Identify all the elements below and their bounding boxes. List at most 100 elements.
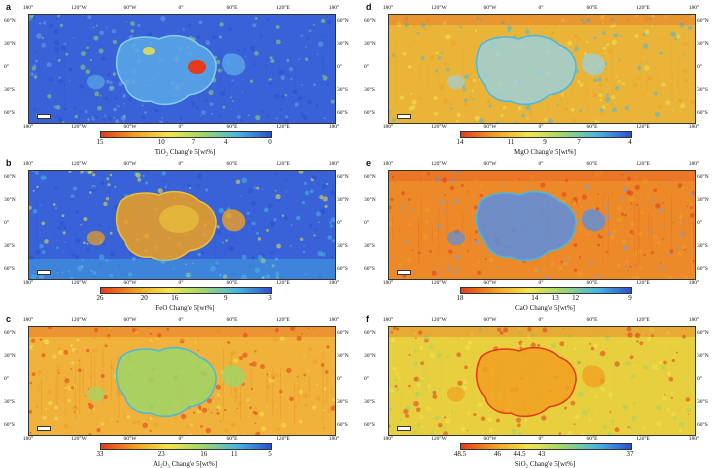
- colorbar-tick-label: 44.5: [513, 450, 526, 458]
- colorbar-tick-label: 11: [507, 138, 515, 146]
- colorbar: [460, 443, 632, 450]
- lunar-map: [388, 14, 696, 124]
- longitude-label-bottom: 60°E: [586, 280, 598, 286]
- colorbar-title: MgO Chang'e 5[wt%]: [514, 148, 576, 156]
- latitude-label-left: 30°N: [4, 353, 16, 359]
- longitude-label-top: 180°: [688, 161, 700, 167]
- longitude-label-top: 180°: [382, 5, 394, 11]
- longitude-label-bottom: 180°: [22, 280, 34, 286]
- latitude-label-left: 30°S: [4, 399, 15, 405]
- colorbar-tick-label: 9: [628, 294, 632, 302]
- latitude-label-right: 60°S: [697, 110, 708, 116]
- panel-letter: f: [366, 314, 369, 324]
- longitude-label-top: 120°W: [431, 161, 447, 167]
- colorbar-tick-label: 37: [626, 450, 634, 458]
- latitude-label-right: 60°S: [697, 422, 708, 428]
- longitude-label-top: 120°W: [71, 5, 87, 11]
- colorbar-tick-label: 11: [230, 450, 238, 458]
- colorbar-tick-label: 7: [191, 138, 196, 146]
- longitude-label-top: 180°: [22, 161, 34, 167]
- colorbar-tick-label: 10: [157, 138, 165, 146]
- latitude-label-left: 60°S: [4, 422, 15, 428]
- panel-letter: c: [6, 314, 12, 324]
- map-panel-d: d 180° 120°W 60°W 0° 60°E 120°E 180° 180° 120°W 60…: [360, 0, 720, 156]
- longitude-label-bottom: 120°E: [636, 280, 650, 286]
- longitude-label-bottom: 60°W: [123, 436, 137, 442]
- longitude-label-top: 180°: [22, 5, 34, 11]
- longitude-label-bottom: 180°: [328, 124, 340, 130]
- latitude-label-right: 30°S: [337, 243, 348, 249]
- latitude-label-right: 60°S: [337, 266, 348, 272]
- scale-bar: [397, 426, 411, 431]
- latitude-label-left: 60°S: [4, 110, 15, 116]
- colorbar-tick-label: 13: [551, 294, 559, 302]
- longitude-label-top: 180°: [688, 5, 700, 11]
- latitude-label-right: 60°N: [337, 330, 349, 336]
- scale-bar: [397, 270, 411, 275]
- longitude-label-top: 120°W: [431, 317, 447, 323]
- colorbar-tick-label: 26: [96, 294, 104, 302]
- longitude-label-top: 180°: [382, 317, 394, 323]
- panel-letter: b: [6, 158, 12, 168]
- latitude-label-right: 60°N: [697, 18, 709, 24]
- longitude-label-top: 120°W: [71, 317, 87, 323]
- latitude-label-right: 30°N: [697, 353, 709, 359]
- latitude-label-left: 30°N: [4, 41, 16, 47]
- latitude-label-right: 30°S: [697, 399, 708, 405]
- latitude-label-left: 0°: [364, 220, 369, 226]
- latitude-label-right: 30°N: [337, 353, 349, 359]
- colorbar-title: CaO Chang'e 5[wt%]: [515, 304, 575, 312]
- map-panel-b: b 180° 120°W 60°W 0° 60°E 120°E 180° 180° 120°W 60…: [0, 156, 360, 312]
- longitude-label-top: 60°E: [586, 5, 598, 11]
- colorbar-tick-label: 46: [493, 450, 501, 458]
- colorbar-tick-label: 16: [171, 294, 179, 302]
- longitude-label-bottom: 60°W: [483, 436, 497, 442]
- colorbar-tick-label: 16: [200, 450, 208, 458]
- latitude-label-left: 60°N: [4, 174, 16, 180]
- latitude-label-right: 0°: [697, 376, 702, 382]
- latitude-label-right: 30°S: [337, 87, 348, 93]
- latitude-label-left: 0°: [364, 64, 369, 70]
- colorbar-title: SiO₂ Chang'e 5[wt%]: [514, 460, 576, 468]
- longitude-label-bottom: 60°E: [226, 436, 238, 442]
- longitude-label-bottom: 60°W: [123, 124, 137, 130]
- colorbar-tick-label: 4: [224, 138, 228, 146]
- longitude-label-bottom: 180°: [22, 124, 34, 130]
- colorbar-tick-label: 33: [96, 450, 104, 458]
- longitude-label-bottom: 180°: [328, 436, 340, 442]
- longitude-label-bottom: 120°W: [71, 280, 87, 286]
- longitude-label-bottom: 60°W: [483, 124, 497, 130]
- map-panel-a: a 180° 120°W 60°W 0° 60°E 120°E 180° 180° 120°W 60…: [0, 0, 360, 156]
- latitude-label-left: 60°N: [364, 174, 376, 180]
- longitude-label-bottom: 120°W: [431, 124, 447, 130]
- colorbar-tick-label: 15: [96, 138, 104, 146]
- latitude-label-left: 30°N: [364, 353, 376, 359]
- colorbar-tick-label: 20: [140, 294, 148, 302]
- latitude-label-right: 0°: [337, 376, 342, 382]
- longitude-label-top: 0°: [178, 5, 184, 11]
- longitude-label-bottom: 0°: [538, 280, 544, 286]
- longitude-label-top: 0°: [538, 161, 544, 167]
- scale-bar: [37, 114, 51, 119]
- colorbar-tick-label: 9: [224, 294, 228, 302]
- longitude-label-top: 180°: [328, 317, 340, 323]
- colorbar-tick-label: 5: [268, 450, 272, 458]
- longitude-label-bottom: 120°E: [276, 280, 290, 286]
- longitude-label-top: 60°W: [483, 317, 497, 323]
- latitude-label-left: 30°S: [4, 243, 15, 249]
- longitude-label-bottom: 60°E: [226, 280, 238, 286]
- latitude-label-left: 60°S: [364, 266, 375, 272]
- colorbar-title: FeO Chang'e 5[wt%]: [155, 304, 215, 312]
- latitude-label-right: 30°N: [697, 41, 709, 47]
- longitude-label-bottom: 180°: [688, 436, 700, 442]
- latitude-label-left: 30°N: [364, 197, 376, 203]
- latitude-label-right: 30°S: [697, 243, 708, 249]
- latitude-label-left: 30°S: [364, 399, 375, 405]
- longitude-label-bottom: 0°: [538, 124, 544, 130]
- longitude-label-bottom: 60°W: [123, 280, 137, 286]
- longitude-label-bottom: 180°: [688, 280, 700, 286]
- latitude-label-right: 60°S: [697, 266, 708, 272]
- panel-letter: d: [366, 2, 372, 12]
- longitude-label-top: 60°E: [586, 161, 598, 167]
- latitude-label-left: 30°N: [4, 197, 16, 203]
